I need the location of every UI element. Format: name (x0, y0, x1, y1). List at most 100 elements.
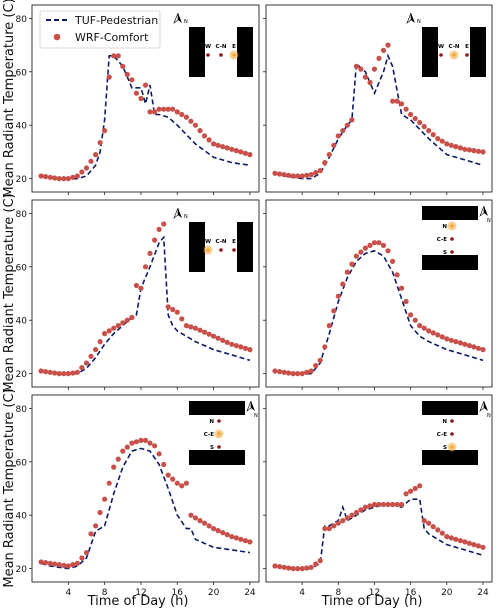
north-arrow-icon (178, 13, 182, 23)
data-point (353, 63, 359, 69)
data-point (466, 343, 472, 349)
data-point (165, 472, 171, 478)
data-point (192, 122, 198, 128)
data-point (79, 555, 85, 561)
north-arrow-icon (479, 205, 485, 217)
legend-label-wrf: WRF-Comfort (75, 31, 149, 44)
data-point (322, 344, 328, 350)
data-point (462, 146, 468, 152)
data-point (156, 451, 162, 457)
data-point (65, 563, 71, 569)
data-point (399, 285, 405, 291)
data-point (142, 264, 149, 270)
data-point (197, 518, 203, 524)
data-point (421, 518, 427, 524)
x-tick-label: 12 (369, 588, 380, 598)
data-point (106, 74, 112, 80)
data-point (138, 95, 144, 102)
data-point (435, 332, 441, 338)
y-tick-label: 40 (16, 512, 28, 522)
canyon-inset: W C-N E N (406, 12, 486, 77)
data-point (161, 106, 167, 112)
data-point (129, 77, 135, 83)
receptor-dot (450, 224, 454, 228)
data-point (147, 440, 153, 446)
data-point (83, 550, 90, 556)
panel-frame (265, 4, 493, 193)
data-point (412, 485, 418, 492)
data-point (430, 330, 436, 336)
data-point (299, 173, 305, 179)
data-point (201, 520, 208, 526)
data-point (286, 565, 292, 571)
data-point (322, 160, 328, 166)
data-point (215, 142, 221, 148)
data-point (233, 535, 239, 541)
data-point (174, 109, 180, 115)
data-point (453, 339, 459, 345)
data-point (448, 337, 454, 343)
x-tick-label: 20 (208, 588, 220, 598)
panel-2: W C-N E N (263, 4, 493, 195)
data-point (421, 123, 427, 130)
building-east (470, 27, 486, 77)
data-point (376, 240, 382, 246)
data-point (229, 534, 235, 540)
data-point (475, 148, 481, 154)
data-point (229, 341, 235, 347)
building-north (422, 401, 478, 415)
data-point (435, 136, 441, 142)
x-tick-label: 12 (135, 588, 146, 598)
data-point (188, 118, 194, 124)
receptor-dot (206, 53, 210, 57)
x-axis-label-left: Time of Day (h) (87, 594, 189, 609)
data-point (430, 524, 436, 530)
data-point (426, 128, 432, 134)
data-point (211, 526, 217, 532)
data-point (56, 176, 62, 182)
data-point (242, 345, 248, 351)
data-point (124, 317, 130, 323)
data-point (295, 566, 301, 572)
point-label: E (232, 44, 236, 50)
data-point (299, 371, 305, 377)
receptor-dot (232, 248, 236, 252)
y-axis-label-row3: Mean Radiant Temperature (C) (2, 388, 17, 587)
data-point (174, 480, 180, 486)
data-point (457, 145, 463, 151)
data-point (70, 370, 76, 376)
series-line-tuf-pedestrian (40, 55, 251, 181)
data-point (448, 142, 454, 148)
data-point (170, 306, 176, 313)
data-point (317, 168, 323, 174)
data-point (165, 304, 171, 310)
canyon-inset: N C-E S N (422, 205, 491, 270)
data-point (133, 282, 139, 289)
data-point (201, 133, 208, 139)
y-tick-label: 40 (16, 122, 28, 132)
data-point (88, 158, 94, 164)
data-point (408, 488, 414, 494)
data-point (220, 530, 226, 536)
data-point (120, 448, 126, 454)
data-point (340, 281, 346, 287)
data-point (152, 443, 158, 449)
x-tick-label: 8 (102, 588, 108, 598)
data-point (444, 141, 450, 147)
point-label: C-N (448, 44, 459, 50)
x-axis-label-right: Time of Day (h) (321, 594, 423, 609)
data-point (197, 327, 203, 333)
receptor-dot (465, 53, 469, 57)
data-point (65, 371, 71, 377)
data-point (272, 170, 278, 176)
canyon-inset: N C-E S N (422, 400, 491, 465)
data-point (142, 82, 149, 88)
data-point (133, 90, 139, 96)
data-point (238, 536, 244, 542)
north-arrow-icon (173, 207, 179, 219)
data-point (161, 461, 167, 468)
data-point (385, 501, 391, 508)
x-tick-label: 24 (244, 588, 256, 598)
data-point (403, 106, 409, 112)
x-tick-label: 4 (65, 588, 71, 598)
